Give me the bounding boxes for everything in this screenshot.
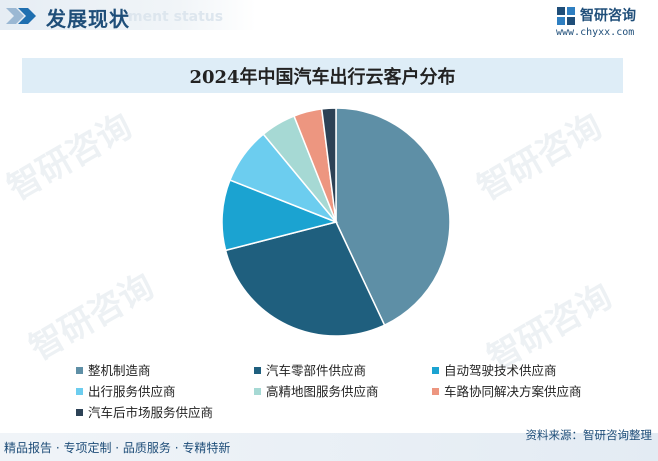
double-arrow-icon [6,8,36,24]
legend-item: 车路协同解决方案供应商 [432,381,582,400]
brand-logo-icon [557,7,575,25]
chart-legend: 整机制造商 汽车零部件供应商 自动驾驶技术供应商出行服务供应商 高精地图服务供应商 车路… [76,360,636,430]
pie-slice-3 [221,179,339,252]
legend-label: 整机制造商 [88,363,151,378]
page-footer: 精品报告 · 专项定制 · 品质服务 · 专精特新 资料来源：智研咨询整理 [0,428,658,461]
pie-slice-1 [335,107,451,327]
legend-item: 汽车零部件供应商 [254,360,366,379]
legend-label: 汽车后市场服务供应商 [88,405,214,420]
page-subtitle: ment status [128,9,224,25]
legend-swatch [432,367,439,374]
legend-label: 出行服务供应商 [88,384,176,399]
footer-source: 资料来源：智研咨询整理 [525,428,653,442]
legend-item: 自动驾驶技术供应商 [432,360,557,379]
legend-label: 车路协同解决方案供应商 [444,384,582,399]
legend-swatch [254,367,261,374]
brand-name: 智研咨询 [580,8,636,24]
legend-item: 汽车后市场服务供应商 [76,402,213,421]
chart-title: 2024年中国汽车出行云客户分布 [189,67,456,88]
legend-item: 高精地图服务供应商 [254,381,379,400]
page-header: 发展现状 ment status 智研咨询 www.chyxx.com [0,0,658,44]
legend-item: 整机制造商 [76,360,151,379]
legend-swatch [432,388,439,395]
chart-title-band: 2024年中国汽车出行云客户分布 [22,58,623,93]
header-band [0,0,256,30]
legend-label: 高精地图服务供应商 [266,384,379,399]
legend-swatch [76,388,83,395]
legend-swatch [76,409,83,416]
footer-tagline: 精品报告 · 专项定制 · 品质服务 · 专精特新 [4,441,231,455]
brand-site: www.chyxx.com [556,27,635,38]
legend-label: 自动驾驶技术供应商 [444,363,557,378]
page-title: 发展现状 [46,7,130,31]
legend-label: 汽车零部件供应商 [266,363,367,378]
legend-swatch [254,388,261,395]
legend-swatch [76,367,83,374]
pie-slice-7 [320,107,337,223]
legend-item: 出行服务供应商 [76,381,176,400]
pie-slice-2 [224,221,386,337]
